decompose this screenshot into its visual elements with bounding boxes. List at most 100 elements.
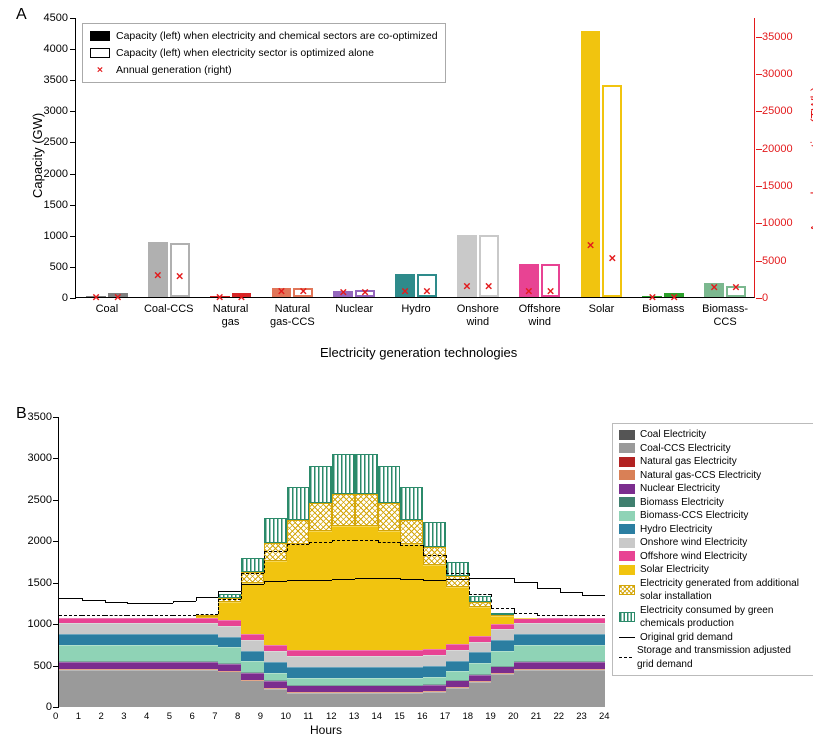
stack-seg <box>378 656 401 667</box>
adjusted-demand-line <box>378 542 401 543</box>
adjusted-demand-line <box>59 615 82 616</box>
legend-label: Biomass-CCS Electricity <box>640 509 748 523</box>
xtick-label: 16 <box>417 711 428 722</box>
stack-seg <box>560 670 583 707</box>
stack-seg <box>537 669 560 670</box>
stack-seg <box>264 651 287 662</box>
adjusted-demand-line <box>355 540 378 541</box>
stack-seg <box>196 662 219 669</box>
demand-step-conn <box>196 614 197 615</box>
original-demand-line <box>400 579 423 580</box>
ytick-label: 1000 <box>28 230 68 242</box>
stack-seg <box>469 636 492 641</box>
xtick-label: 18 <box>463 711 474 722</box>
xtick-label: 13 <box>349 711 360 722</box>
adjusted-demand-line <box>196 614 219 615</box>
ytick-label: 4500 <box>28 12 68 24</box>
adjusted-demand-line <box>287 544 310 545</box>
stack-seg <box>173 618 196 623</box>
stack-seg <box>378 466 401 503</box>
stack-seg <box>400 667 423 678</box>
xtick-label: 4 <box>144 711 149 722</box>
original-demand-line <box>560 592 583 593</box>
xtick-label: 17 <box>440 711 451 722</box>
stack-seg <box>196 669 219 670</box>
demand-step-conn <box>423 579 424 580</box>
stack-seg <box>423 649 446 655</box>
stack-seg <box>264 662 287 673</box>
stack-seg <box>241 583 264 634</box>
legend-label: Nuclear Electricity <box>640 482 720 496</box>
gen-marker: × <box>732 280 740 293</box>
stack-seg <box>537 645 560 662</box>
stack-seg <box>378 667 401 678</box>
stack-seg <box>309 685 332 686</box>
category-label: Onshorewind <box>457 303 499 328</box>
stack-seg <box>446 650 469 661</box>
xtick-label: 7 <box>212 711 217 722</box>
legend-swatch <box>619 524 635 534</box>
stack-seg <box>173 670 196 707</box>
legend-label: Natural gas-CCS Electricity <box>640 469 761 483</box>
ytick-label-right: 5000 <box>762 255 786 267</box>
stack-seg <box>264 689 287 707</box>
stack-seg <box>378 693 401 707</box>
ytick-mark-right <box>756 261 762 262</box>
stack-seg <box>287 544 310 650</box>
stack-seg <box>537 623 560 634</box>
legend-row: Biomass Electricity <box>619 496 809 510</box>
stack-seg <box>514 618 537 623</box>
panel-a-legend: Capacity (left) when electricity and che… <box>82 23 446 83</box>
xtick-label: 19 <box>485 711 496 722</box>
original-demand-line <box>332 579 355 580</box>
panel-a-xlabel: Electricity generation technologies <box>320 345 517 360</box>
category-label: Hydro <box>401 303 430 316</box>
stack-seg <box>82 661 105 662</box>
ytick-mark <box>70 298 76 299</box>
stack-seg <box>287 692 310 693</box>
legend-row: Capacity (left) when electricity sector … <box>90 45 438 62</box>
ytick-label-right: 30000 <box>762 68 793 80</box>
stack-seg <box>150 662 173 669</box>
stack-seg <box>469 663 492 674</box>
stack-seg <box>446 576 469 587</box>
stack-seg <box>150 670 173 707</box>
legend-label: Capacity (left) when electricity and che… <box>116 28 438 45</box>
panel-b-xlabel: Hours <box>310 723 342 737</box>
stack-seg <box>355 692 378 693</box>
stack-seg <box>355 678 378 685</box>
ytick-label: 2000 <box>18 535 52 547</box>
stack-seg <box>218 671 241 707</box>
original-demand-line <box>582 595 605 596</box>
original-demand-line <box>264 581 287 582</box>
xtick-label: 21 <box>531 711 542 722</box>
ytick-label-right: 20000 <box>762 143 793 155</box>
xtick-label: 24 <box>599 711 610 722</box>
stack-seg <box>264 673 287 681</box>
stack-seg <box>287 685 310 686</box>
xtick-label: 14 <box>372 711 383 722</box>
ytick-label: 1500 <box>28 199 68 211</box>
legend-label: Hydro Electricity <box>640 523 712 537</box>
stack-seg <box>469 607 492 636</box>
stack-seg <box>173 634 196 645</box>
ytick-mark-right <box>756 298 762 299</box>
stack-seg <box>355 454 378 494</box>
legend-swatch <box>619 551 635 561</box>
gen-marker: × <box>299 285 307 298</box>
stack-seg <box>491 613 514 615</box>
original-demand-line <box>491 578 514 579</box>
stack-seg <box>309 656 332 667</box>
gen-marker: × <box>423 284 431 297</box>
stack-seg <box>582 661 605 662</box>
stack-seg <box>400 650 423 657</box>
legend-label: Coal Electricity <box>640 428 706 442</box>
demand-step-conn <box>469 573 470 595</box>
stack-seg <box>196 615 219 617</box>
stack-seg <box>560 623 583 634</box>
gen-marker: × <box>216 291 224 304</box>
demand-step-conn <box>582 592 583 595</box>
stack-seg <box>332 526 355 650</box>
stack-seg <box>309 531 332 649</box>
stack-seg <box>355 494 378 525</box>
